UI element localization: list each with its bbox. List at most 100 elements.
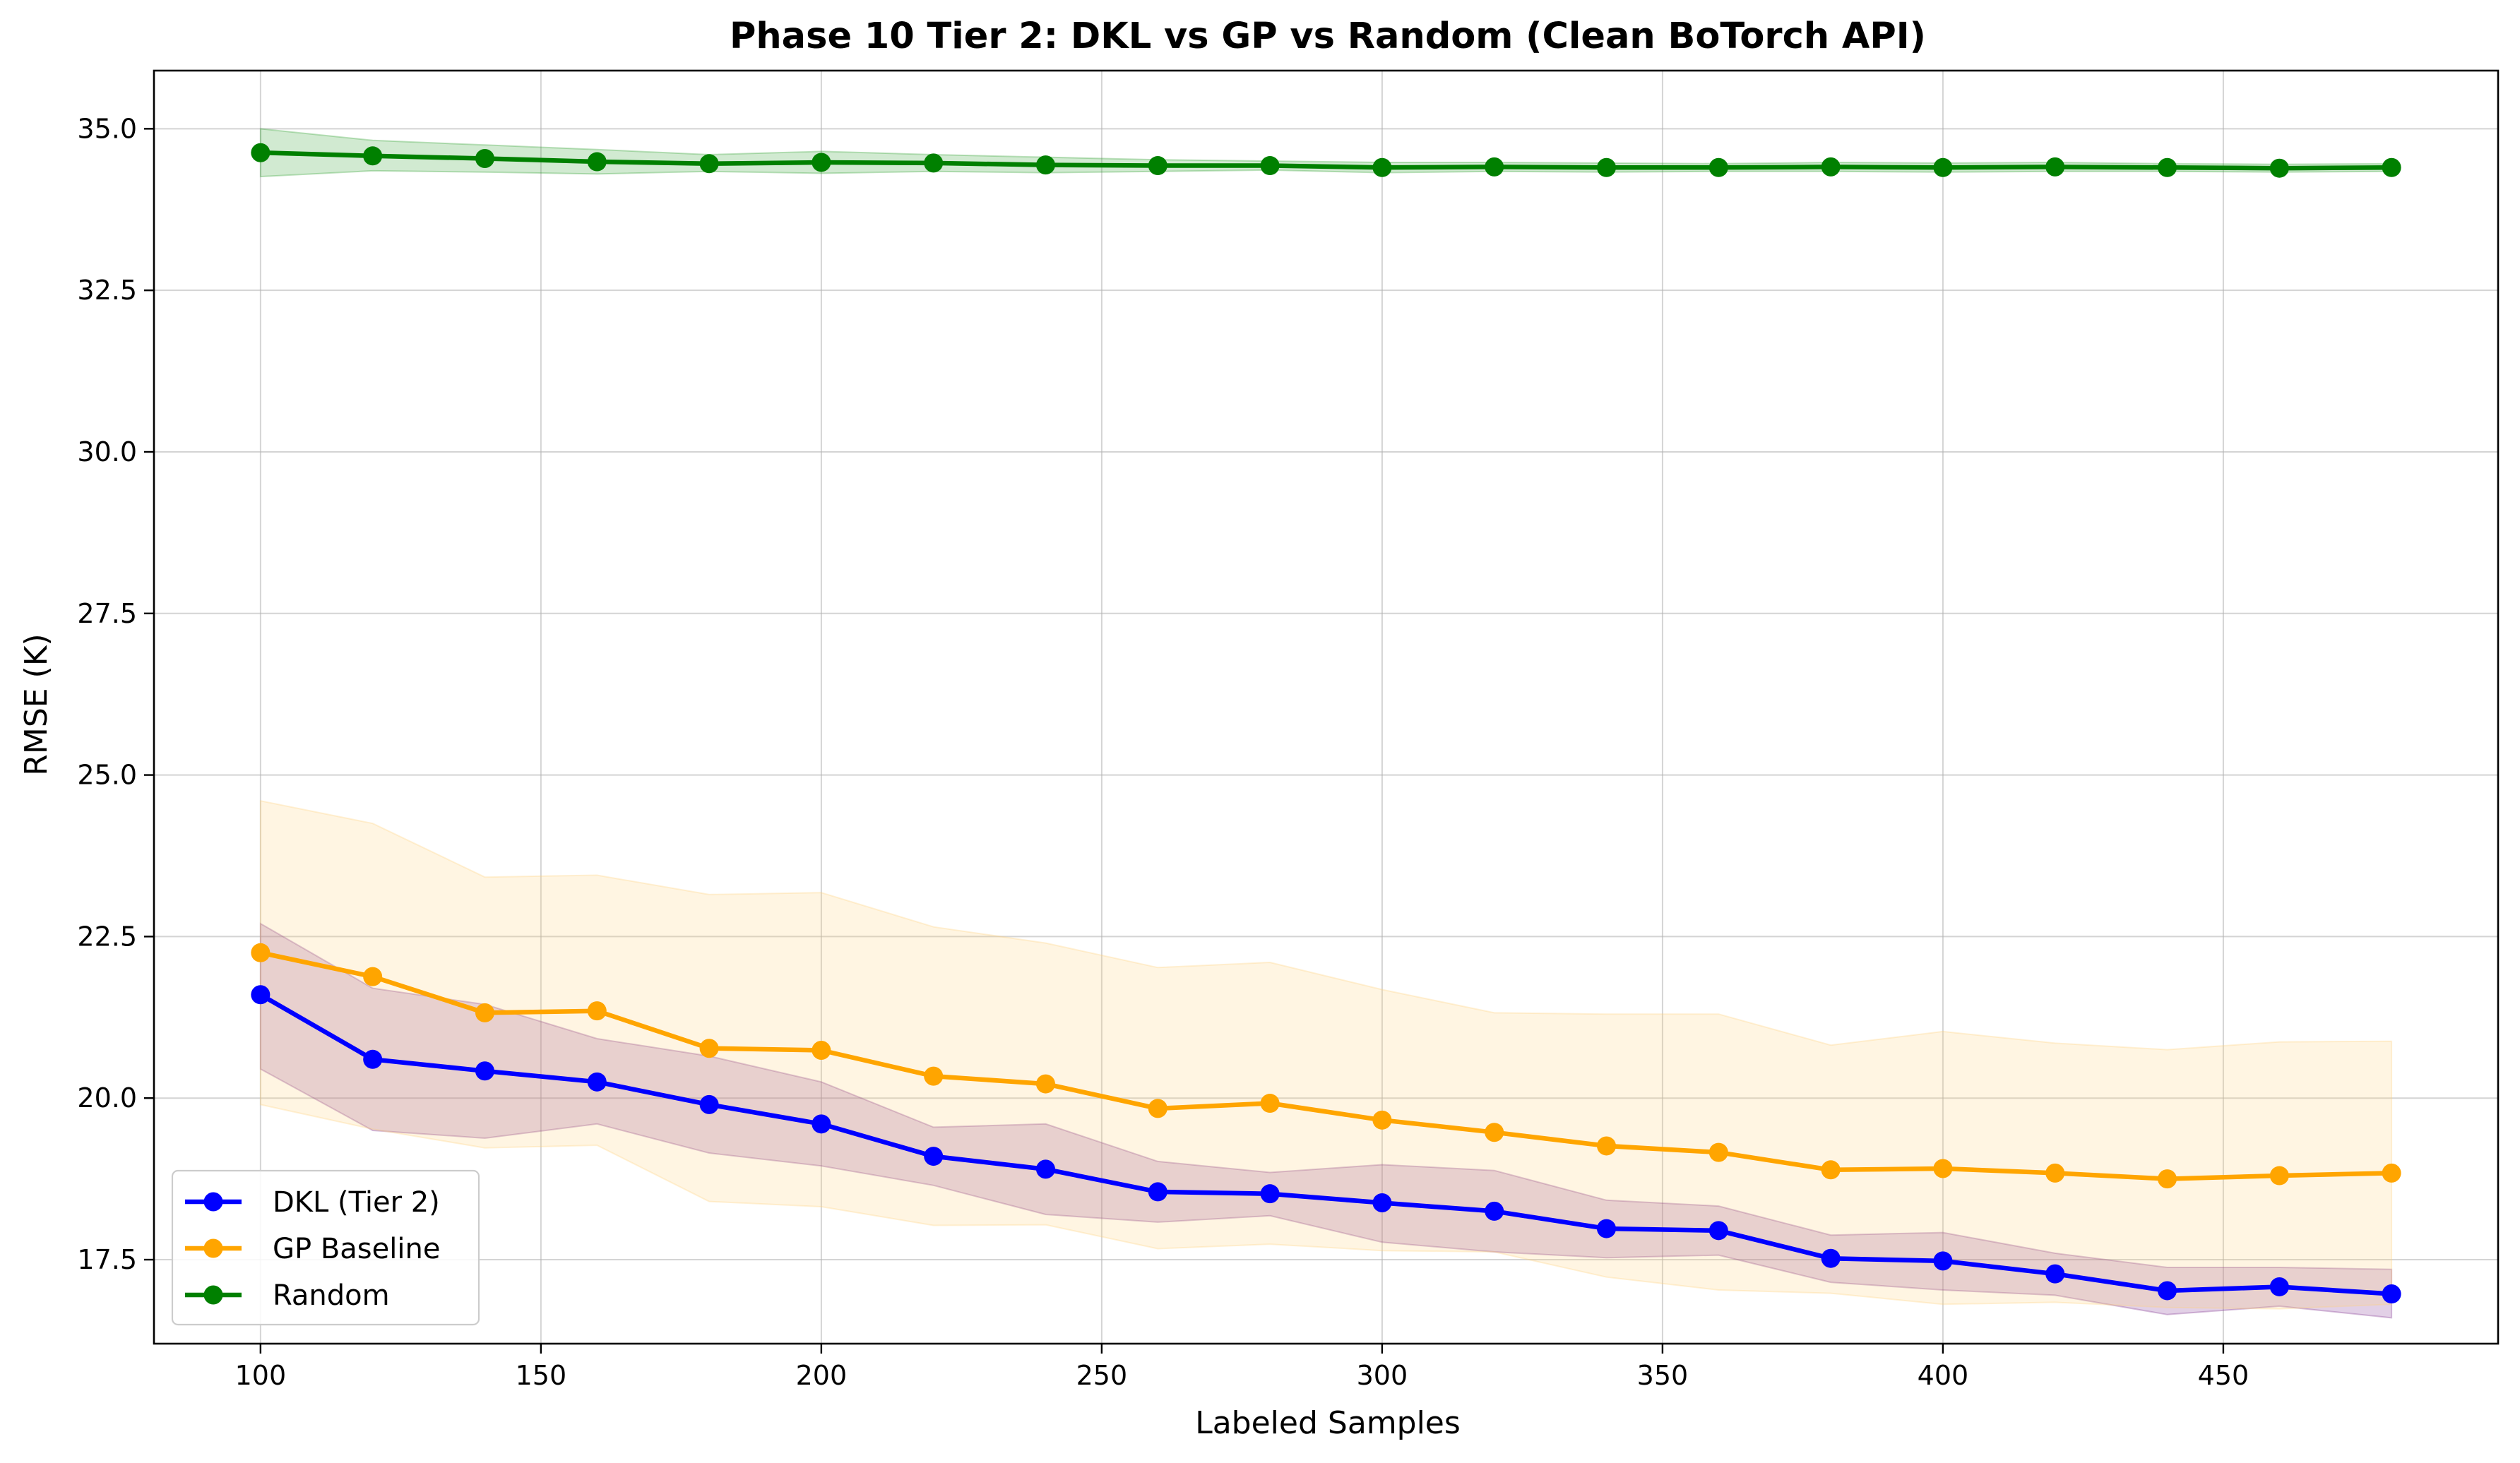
gp-baseline-point [1933, 1159, 1953, 1178]
gp-baseline-point [1260, 1094, 1280, 1113]
random-point [1597, 157, 1617, 177]
dkl-tier-2-point [1260, 1184, 1280, 1204]
legend-random-label: Random [273, 1279, 390, 1312]
gp-baseline-point [2382, 1163, 2401, 1183]
dkl-tier-2-band [259, 922, 2393, 1319]
gp-baseline-point [1708, 1142, 1728, 1162]
dkl-tier-2-point [2269, 1277, 2289, 1296]
gp-baseline-point [1821, 1160, 1841, 1180]
random-point [475, 148, 494, 168]
dkl-tier-2-point [924, 1147, 944, 1166]
random-point [1821, 157, 1841, 177]
legend-box [171, 1169, 480, 1326]
gp-baseline-point [475, 1003, 494, 1022]
legend-dkl-tier-2-marker [203, 1192, 223, 1212]
gp-baseline-point [924, 1066, 944, 1086]
random-point [1708, 157, 1728, 177]
random-point [251, 143, 271, 162]
gp-baseline-point [2269, 1166, 2289, 1186]
gp-baseline-point [1597, 1136, 1617, 1156]
gp-baseline-point [2045, 1163, 2065, 1183]
random-point [924, 153, 944, 173]
y-tick-label: 25.0 [77, 760, 137, 791]
series-lines [258, 150, 2394, 1296]
random-point [2158, 157, 2177, 177]
x-tick-label: 200 [796, 1360, 848, 1391]
x-tick-label: 350 [1637, 1360, 1689, 1391]
dkl-tier-2-point [2045, 1264, 2065, 1284]
y-tick-label: 20.0 [77, 1082, 137, 1113]
dkl-tier-2-point [587, 1072, 607, 1092]
random-point [1148, 156, 1167, 176]
x-axis-ticks: 100 150 200 250 300 350 400 450 [235, 1344, 2249, 1391]
x-axis-label: Labeled Samples [1195, 1405, 1461, 1441]
random-point [1372, 157, 1392, 177]
dkl-tier-2-point [363, 1049, 383, 1069]
x-tick-label: 250 [1076, 1360, 1128, 1391]
random-point [699, 154, 719, 174]
legend-gp-baseline-label: GP Baseline [273, 1233, 440, 1265]
dkl-tier-2-point [2158, 1281, 2177, 1301]
random-point [1260, 156, 1280, 176]
y-tick-label: 30.0 [77, 436, 137, 467]
random-point [2269, 158, 2289, 178]
chart-title: Phase 10 Tier 2: DKL vs GP vs Random (Cl… [730, 16, 1926, 57]
x-tick-label: 300 [1357, 1360, 1408, 1391]
legend-gp-baseline-marker [203, 1238, 223, 1258]
legend-dkl-tier-2-label: DKL (Tier 2) [273, 1186, 440, 1219]
dkl-tier-2-point [1148, 1182, 1167, 1202]
dkl-tier-2-point [2382, 1284, 2401, 1304]
legend: DKL (Tier 2) GP Baseline Random [171, 1169, 480, 1326]
gp-baseline-point [363, 967, 383, 986]
dkl-tier-2-point [251, 985, 271, 1005]
y-axis-label: RMSE (K) [18, 633, 54, 775]
random-point [1485, 157, 1504, 177]
dkl-tier-2-point [1708, 1221, 1728, 1241]
dkl-tier-2-point [1372, 1193, 1392, 1212]
gp-baseline-line [258, 950, 2394, 1181]
y-tick-label: 27.5 [77, 598, 137, 629]
dkl-tier-2-point [699, 1094, 719, 1114]
y-tick-label: 35.0 [77, 113, 137, 144]
plot-frame [153, 69, 2500, 1345]
gp-baseline-point [587, 1001, 607, 1021]
dkl-tier-2-point [1821, 1248, 1841, 1268]
y-tick-label: 17.5 [77, 1244, 137, 1275]
x-tick-label: 150 [516, 1360, 567, 1391]
dkl-tier-2-point [1933, 1251, 1953, 1271]
gp-baseline-point [2158, 1169, 2177, 1189]
grid-lines [154, 71, 2498, 1344]
gp-baseline-point [1148, 1099, 1167, 1118]
dkl-tier-2-point [1485, 1201, 1504, 1221]
random-point [812, 153, 831, 172]
random-point [1933, 157, 1953, 177]
gp-baseline-point [699, 1039, 719, 1058]
gp-baseline-point [1372, 1110, 1392, 1130]
random-point [1035, 155, 1055, 175]
series-markers [251, 143, 2401, 1304]
gp-baseline-point [1035, 1074, 1055, 1094]
random-point [363, 146, 383, 166]
gp-baseline-band [259, 799, 2393, 1310]
random-point [587, 152, 607, 172]
x-tick-label: 100 [235, 1360, 287, 1391]
x-tick-label: 450 [2198, 1360, 2249, 1391]
dkl-tier-2-point [1035, 1159, 1055, 1179]
y-tick-label: 32.5 [77, 275, 137, 306]
gp-baseline-point [1485, 1123, 1504, 1142]
y-tick-label: 22.5 [77, 921, 137, 952]
dkl-tier-2-point [475, 1061, 494, 1081]
dkl-tier-2-line [258, 992, 2394, 1296]
x-tick-label: 400 [1918, 1360, 1969, 1391]
random-point [2045, 157, 2065, 177]
dkl-tier-2-point [1597, 1219, 1617, 1238]
gp-baseline-point [251, 943, 271, 962]
y-axis-ticks: 17.5 20.0 22.5 25.0 27.5 30.0 32.5 35.0 [77, 113, 154, 1275]
gp-baseline-point [812, 1040, 831, 1060]
dkl-tier-2-point [812, 1114, 831, 1134]
random-line [258, 150, 2394, 171]
random-point [2382, 157, 2401, 177]
legend-random-marker [203, 1285, 223, 1305]
